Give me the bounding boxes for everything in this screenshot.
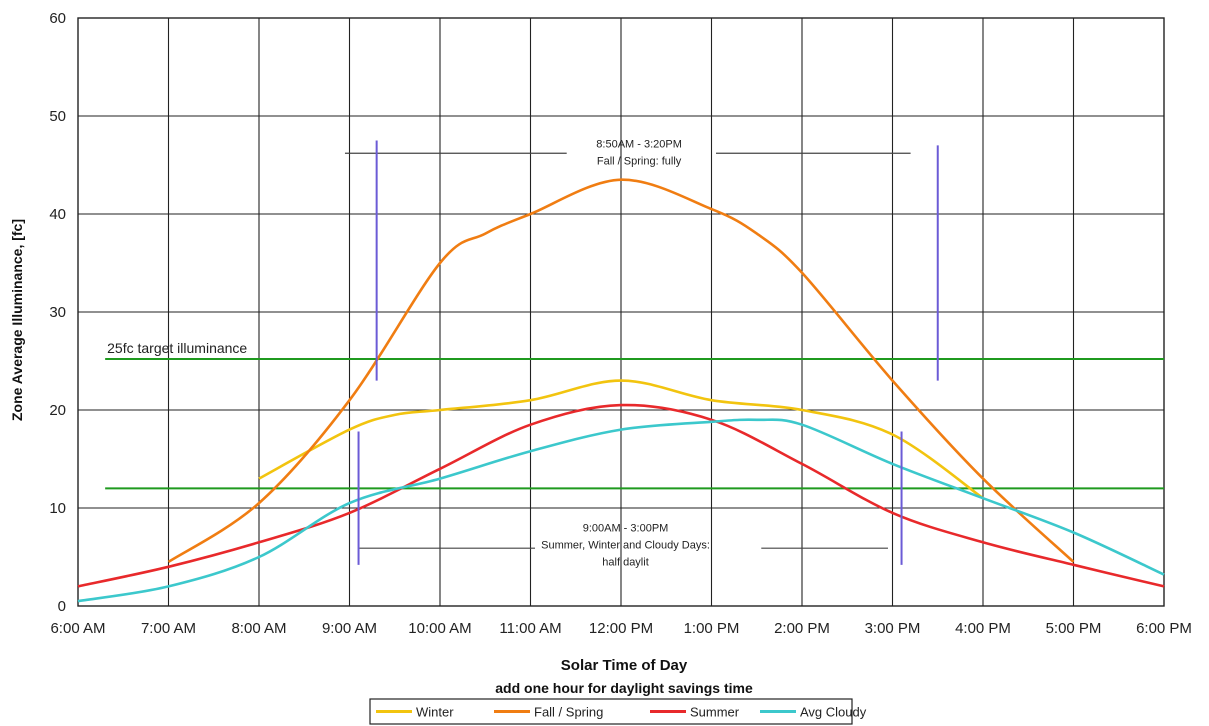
y-tick-label: 60 (49, 10, 66, 27)
x-tick-label: 2:00 PM (774, 620, 830, 637)
x-axis-subtitle: add one hour for daylight savings time (495, 680, 753, 696)
half-daylit-annotation-line: 9:00AM - 3:00PM (583, 523, 669, 535)
half-daylit-annotation-line: Summer, Winter and Cloudy Days: (541, 540, 710, 552)
x-tick-label: 7:00 AM (141, 620, 196, 637)
fall-spring-annotation-line: Fall / Spring: fully (597, 155, 682, 167)
series-line-winter (258, 379, 984, 500)
x-tick-label: 3:00 PM (865, 620, 921, 637)
reference-lines: 25fc target illuminance (105, 340, 1164, 490)
legend: Winter Fall / Spring Summer Avg Cloudy (369, 698, 867, 725)
series-line-summer (77, 403, 1165, 588)
legend-label: Fall / Spring (534, 705, 603, 720)
legend-label: Summer (690, 705, 740, 720)
x-tick-label: 1:00 PM (684, 620, 740, 637)
legend-box (369, 698, 853, 725)
y-tick-label: 50 (49, 108, 66, 125)
legend-label: Avg Cloudy (800, 705, 867, 720)
series-line-avg-cloudy (77, 418, 1165, 603)
legend-label: Winter (416, 705, 454, 720)
x-tick-label: 8:00 AM (231, 620, 286, 637)
x-tick-label: 4:00 PM (955, 620, 1011, 637)
y-axis-title: Zone Average Illuminance, [fc] (9, 219, 25, 421)
half-daylit-annotation-line: half daylit (602, 557, 648, 569)
y-tick-label: 10 (49, 500, 66, 517)
x-tick-label: 11:00 AM (499, 620, 561, 637)
x-tick-label: 6:00 AM (50, 620, 105, 637)
grid (77, 17, 1165, 607)
y-tick-label: 0 (58, 598, 66, 615)
x-axis-title: Solar Time of Day (561, 657, 688, 674)
y-tick-label: 30 (49, 304, 66, 321)
annotations: 8:50AM - 3:20PM Fall / Spring: fully 9:00A… (344, 138, 939, 569)
series-line-fall-spring (167, 178, 1075, 563)
tick-labels: 0 10 20 30 40 50 60 6:00 AM 7:00 AM 8:00 AM 9:00 A… (49, 10, 1192, 637)
series-lines (77, 178, 1165, 603)
target-illuminance-label: 25fc target illuminance (107, 340, 247, 356)
y-tick-label: 40 (49, 206, 66, 223)
x-tick-label: 10:00 AM (408, 620, 471, 637)
x-tick-label: 12:00 PM (589, 620, 653, 637)
fall-spring-annotation-line: 8:50AM - 3:20PM (596, 138, 682, 150)
x-tick-label: 5:00 PM (1046, 620, 1102, 637)
x-tick-label: 6:00 PM (1136, 620, 1192, 637)
y-tick-label: 20 (49, 402, 66, 419)
x-tick-label: 9:00 AM (322, 620, 377, 637)
